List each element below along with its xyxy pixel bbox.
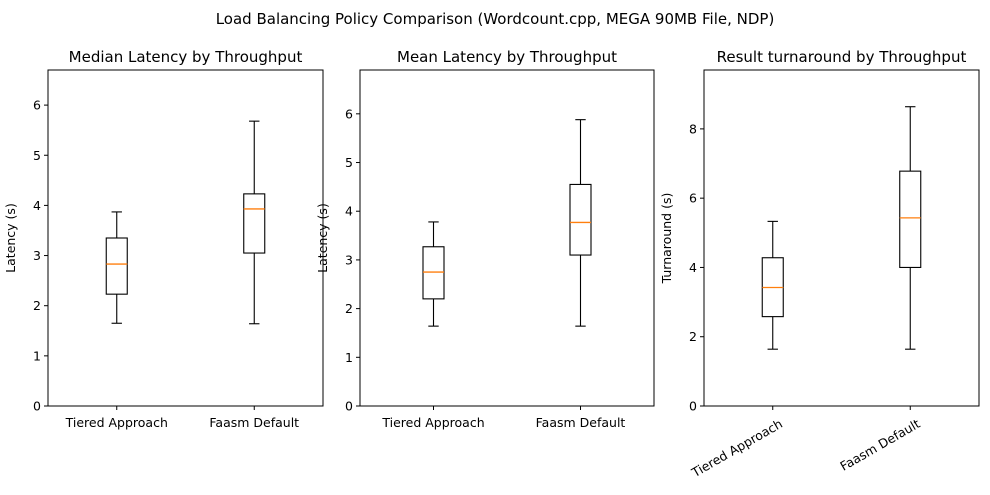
subplot-title: Mean Latency by Throughput [397, 48, 617, 66]
axes-frame [47, 69, 324, 407]
iqr-box [243, 193, 266, 254]
y-tick-label: 0 [689, 399, 697, 414]
box-2 [569, 119, 592, 327]
box-2 [899, 106, 922, 350]
y-tick-label: 2 [345, 301, 353, 316]
axes-frame [703, 69, 980, 407]
y-tick-label: 0 [33, 399, 41, 414]
x-tick-label: Tiered Approach [65, 415, 168, 430]
y-axis-label: Turnaround (s) [659, 193, 674, 285]
box-1 [105, 211, 128, 324]
y-tick-label: 8 [689, 121, 697, 136]
x-tick-label: Faasm Default [837, 416, 922, 474]
x-tick-label: Faasm Default [536, 415, 626, 430]
y-tick-label: 5 [345, 155, 353, 170]
box-2 [243, 120, 266, 325]
iqr-box [569, 183, 592, 256]
box-1 [761, 220, 784, 350]
y-tick-label: 2 [33, 298, 41, 313]
x-tick-label: Tiered Approach [381, 415, 484, 430]
y-tick-label: 2 [689, 329, 697, 344]
y-tick-label: 6 [689, 191, 697, 206]
y-axis-label: Latency (s) [3, 203, 18, 273]
y-tick-label: 4 [345, 204, 353, 219]
subplot-3: Result turnaround by Throughput Turnaroun… [659, 48, 980, 481]
y-tick-label: 5 [33, 148, 41, 163]
y-tick-label: 4 [689, 260, 697, 275]
y-tick-label: 6 [345, 106, 353, 121]
iqr-box [422, 246, 445, 300]
subplot-2: Mean Latency by Throughput Latency (s) 0 1 2… [315, 48, 655, 430]
y-tick-label: 1 [345, 350, 353, 365]
box-1 [422, 221, 445, 327]
iqr-box [105, 237, 128, 295]
y-tick-label: 1 [33, 348, 41, 363]
axes-frame [359, 69, 655, 407]
figure-title: Load Balancing Policy Comparison (Wordco… [216, 10, 775, 28]
subplot-title: Result turnaround by Throughput [717, 48, 967, 66]
x-tick-label: Tiered Approach [688, 416, 785, 481]
y-tick-label: 4 [33, 198, 41, 213]
panels: Median Latency by Throughput Latency (s) 0… [3, 48, 980, 481]
iqr-box [899, 170, 922, 268]
subplot-title: Median Latency by Throughput [69, 48, 303, 66]
y-tick-label: 6 [33, 98, 41, 113]
x-tick-label: Faasm Default [209, 415, 299, 430]
y-tick-label: 0 [345, 399, 353, 414]
y-axis-label: Latency (s) [315, 203, 330, 273]
y-tick-label: 3 [345, 252, 353, 267]
y-tick-label: 3 [33, 248, 41, 263]
subplot-1: Median Latency by Throughput Latency (s) 0… [3, 48, 324, 430]
